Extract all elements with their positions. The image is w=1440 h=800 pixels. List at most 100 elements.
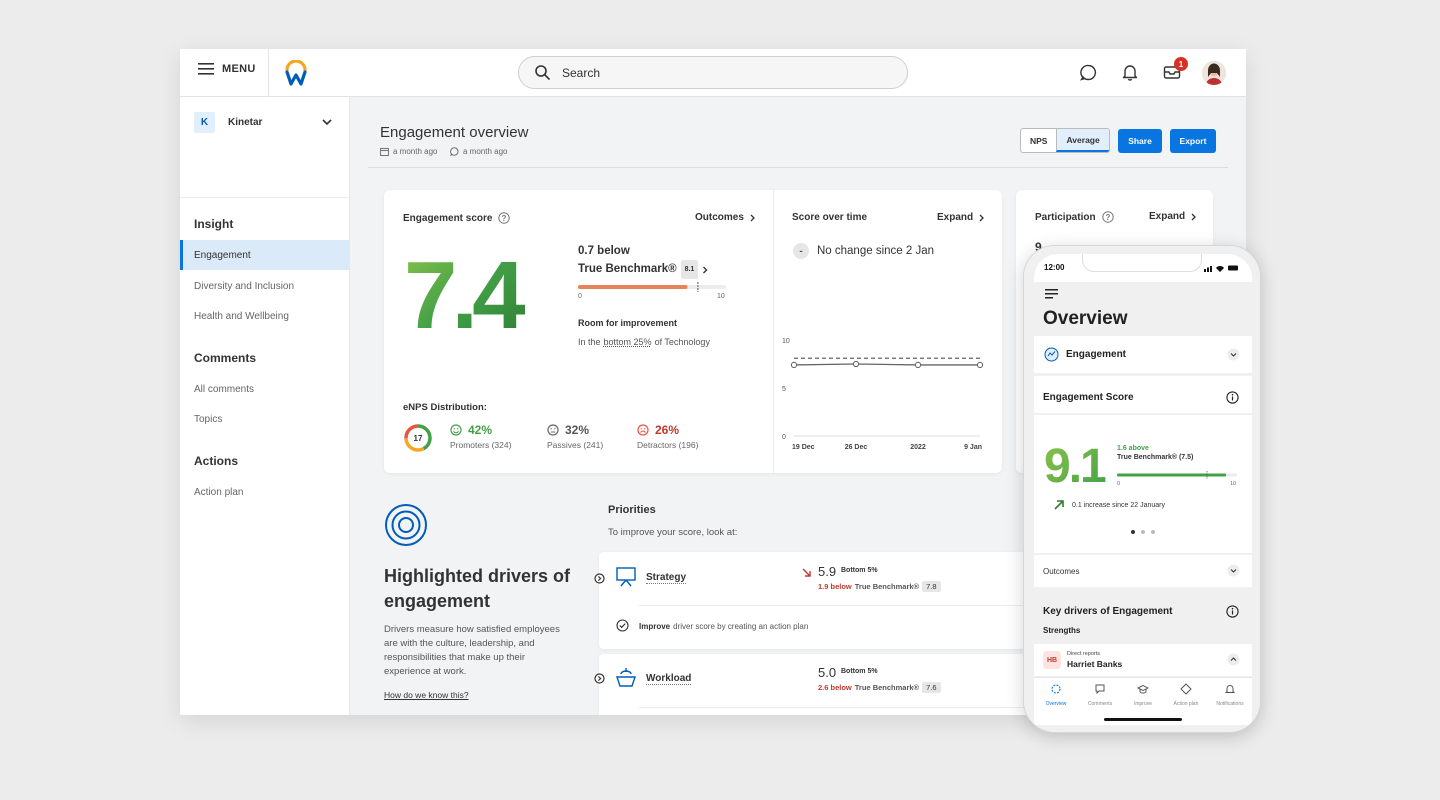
sidebar-item-action-plan[interactable]: Action plan [194,486,244,498]
phone-above: 1.6 above [1117,445,1149,452]
nav-notifications[interactable]: Notifications [1211,682,1249,707]
priority-name[interactable]: Workload [646,673,692,685]
divider [639,707,1029,708]
hamburger-icon[interactable] [1045,289,1058,299]
priority-name[interactable]: Strategy [646,572,687,584]
percentile-value[interactable]: bottom 25% [603,337,652,347]
smile-icon [450,424,462,436]
action-text: driver score by creating an action plan [673,622,809,631]
enps-donut: 17 [404,424,432,452]
toggle-average[interactable]: Average [1056,129,1109,152]
sidebar-item-all-comments[interactable]: All comments [194,383,255,395]
participation-label: Participation [1035,211,1096,223]
phone-report-row[interactable]: HB Direct reports Harriet Banks [1034,644,1252,676]
passives-pct: 32% [565,423,590,437]
phone-drivers-header: Key drivers of Engagement Strengths [1034,590,1252,642]
priority-tag: Bottom 5% [841,567,878,574]
nav-action-plan[interactable]: Action plan [1168,682,1204,707]
sidebar-heading-actions: Actions [194,454,239,468]
svg-text:?: ? [502,214,507,223]
sidebar-item-topics[interactable]: Topics [194,413,223,425]
divider [368,167,1228,168]
phone-engagement-select[interactable]: Engagement [1034,336,1252,373]
sidebar-item-engagement[interactable]: Engagement [180,240,350,270]
sidebar-item-health-wellbeing[interactable]: Health and Wellbeing [194,310,289,322]
bell-icon[interactable] [1122,64,1138,81]
phone-outcomes[interactable]: Outcomes [1034,555,1252,587]
priority-strategy-card[interactable]: Strategy 5.9 Bottom 5% 1.9 below True Be… [599,552,1039,649]
enps-detractors: 26% Detractors (196) [637,423,698,450]
action-bold: Improve [639,622,671,631]
nav-label: Comments [1087,701,1113,707]
neutral-face-icon [547,424,559,436]
chevron-right-icon [750,214,755,221]
phone-header: Overview [1034,282,1252,335]
expand-toggle-icon[interactable] [594,573,605,584]
nav-comments[interactable]: Comments [1082,682,1118,707]
phone-score-card: 9.1 1.6 above True Benchmark® (7.5) 0 10… [1034,415,1252,553]
presentation-icon [616,567,636,587]
overview-icon [1051,684,1061,694]
inbox-icon[interactable] [1163,64,1181,80]
room-for-improvement: Room for improvement [578,318,678,328]
benchmark-link[interactable]: True Benchmark® 8.1 [578,260,708,279]
participation-expand[interactable]: Expand [1149,211,1197,222]
priority-benchmark: 2.6 below True Benchmark® 7.6 [818,682,941,693]
priority-action[interactable]: Improve driver score by creating an acti… [639,622,808,631]
commented-text: a month ago [463,147,508,156]
outcomes-label: Outcomes [695,212,744,223]
outcomes-link[interactable]: Outcomes [695,212,755,223]
avatar[interactable] [1202,61,1226,85]
drivers-description: Drivers measure how satisfied employees … [384,624,560,677]
chevron-down-icon[interactable] [322,119,332,126]
phone-benchmark-bar [1117,471,1237,479]
help-icon[interactable]: ? [1101,211,1114,223]
priority-workload-card[interactable]: Workload 5.0 Bottom 5% 2.6 below True Be… [599,654,1039,715]
inbox-badge: 1 [1174,57,1188,71]
sidebar-item-diversity-inclusion[interactable]: Diversity and Inclusion [194,280,295,292]
x-tick-label: 26 Dec [845,444,868,451]
priority-tag: Bottom 5% [841,668,878,675]
no-change-icon: - [793,243,809,259]
engagement-label: Engagement [1066,349,1127,360]
updated-meta: a month ago [380,147,437,156]
nav-overview[interactable]: Overview [1038,682,1074,707]
divider [180,197,350,198]
expand-label: Expand [1149,211,1186,222]
expand-toggle-icon[interactable] [594,673,605,684]
org-switcher[interactable]: K Kinetar [194,112,262,133]
search-input[interactable] [562,65,862,80]
nav-improve[interactable]: Improve [1125,682,1161,707]
sidebar: K Kinetar Insight Engagement Diversity a… [180,97,350,715]
share-button[interactable]: Share [1118,129,1162,153]
y-tick-label: 5 [782,386,786,393]
workday-logo-icon[interactable] [284,60,308,86]
priorities-subtitle: To improve your score, look at: [608,527,738,538]
percentile-text: In the bottom 25% of Technology [578,337,710,347]
svg-text:?: ? [1105,213,1110,222]
menu-button[interactable]: MENU [198,63,256,75]
participation-title: Participation ? [1035,211,1114,223]
priority-benchmark: 1.9 below True Benchmark® 7.8 [818,581,941,592]
chevron-down-icon[interactable] [1227,564,1240,577]
carousel-dots[interactable] [1130,529,1156,535]
info-icon[interactable] [1226,605,1239,618]
chevron-up-icon[interactable] [1227,653,1240,666]
graduation-cap-icon [1136,684,1150,694]
toggle-nps[interactable]: NPS [1030,135,1048,146]
score-over-time-expand[interactable]: Expand [937,212,985,223]
engagement-score-title: Engagement score ? [403,212,511,224]
chevron-down-icon[interactable] [1227,348,1240,361]
engagement-score-label: Engagement score [403,212,493,224]
info-icon[interactable] [1226,391,1239,404]
help-icon[interactable]: ? [498,212,511,224]
outcomes-label: Outcomes [1043,567,1080,576]
export-button[interactable]: Export [1170,129,1216,153]
passives-label: Passives (241) [547,440,604,450]
phone-score-header: Engagement Score [1034,376,1252,413]
how-do-we-know-link[interactable]: How do we know this? [384,690,469,700]
chat-icon[interactable] [1080,64,1097,81]
status-icons [1204,265,1238,272]
search-bar[interactable] [518,56,908,89]
data-point [976,361,984,369]
